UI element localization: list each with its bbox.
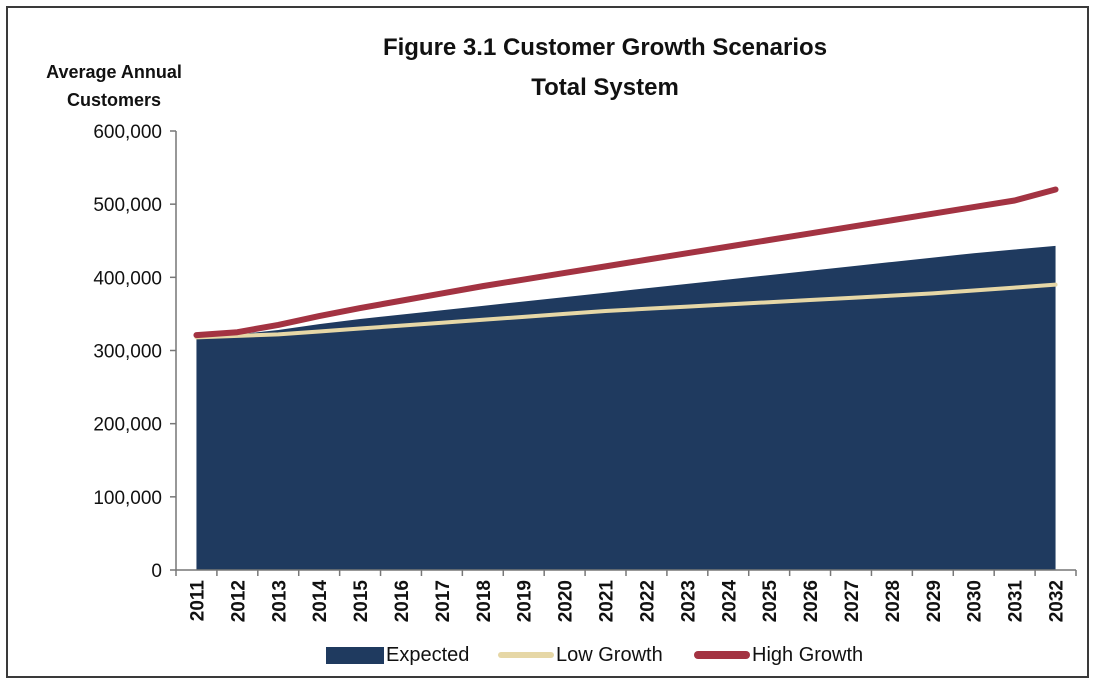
x-tick-label: 2020 (556, 580, 577, 622)
legend-label-low-growth: Low Growth (556, 644, 663, 667)
x-tick-label: 2024 (719, 580, 740, 623)
x-tick-label: 2025 (760, 580, 781, 623)
x-tick-label: 2021 (597, 580, 618, 623)
y-tick-label: 200,000 (93, 415, 162, 436)
x-tick-label: 2028 (883, 580, 904, 622)
y-tick-label: 300,000 (93, 342, 162, 363)
legend-swatch-expected (326, 647, 384, 664)
x-tick-label: 2031 (1006, 580, 1027, 623)
x-tick-label: 2015 (351, 580, 372, 623)
x-tick-label: 2018 (474, 580, 495, 622)
x-tick-label: 2011 (187, 580, 208, 622)
legend-swatch-low-growth (498, 652, 554, 658)
legend: Expected Low Growth High Growth (0, 640, 1099, 670)
y-tick-label: 100,000 (93, 488, 162, 509)
x-tick-label: 2017 (433, 580, 454, 622)
legend-item-expected: Expected (326, 640, 469, 670)
x-tick-label: 2014 (310, 580, 331, 623)
x-tick-label: 2026 (801, 580, 822, 622)
x-tick-label: 2016 (392, 580, 413, 622)
legend-label-expected: Expected (386, 644, 469, 667)
y-tick-label: 500,000 (93, 195, 162, 216)
x-tick-label: 2032 (1047, 580, 1068, 622)
x-tick-label: 2029 (924, 580, 945, 622)
x-tick-label: 2013 (269, 580, 290, 622)
x-tick-label: 2022 (637, 580, 658, 622)
x-tick-label: 2019 (515, 580, 536, 622)
legend-label-high-growth: High Growth (752, 644, 863, 667)
x-tick-label: 2030 (965, 580, 986, 622)
y-tick-label: 600,000 (93, 122, 162, 143)
x-tick-label: 2023 (678, 580, 699, 622)
y-tick-label: 0 (151, 561, 162, 582)
y-tick-label: 400,000 (93, 268, 162, 289)
legend-item-high-growth: High Growth (694, 640, 863, 670)
x-tick-label: 2012 (228, 580, 249, 622)
legend-item-low-growth: Low Growth (498, 640, 663, 670)
x-tick-label: 2027 (842, 580, 863, 622)
legend-swatch-high-growth (694, 651, 750, 659)
